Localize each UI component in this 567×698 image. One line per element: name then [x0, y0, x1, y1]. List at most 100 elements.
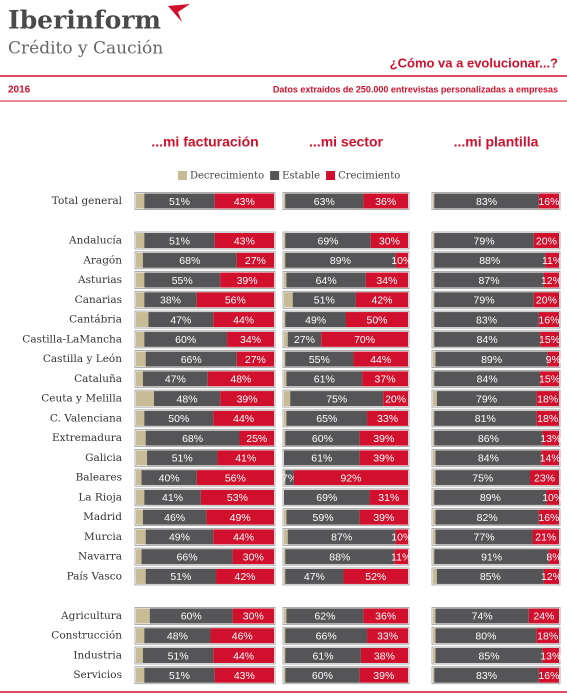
value-label: 16%: [538, 670, 559, 682]
bar-segment: [142, 509, 207, 525]
value-label: 61%: [311, 453, 332, 465]
bar-segment: [200, 489, 274, 505]
bar-segment: [136, 371, 143, 387]
bar-segment: [136, 509, 143, 525]
bar-segment: [434, 233, 534, 249]
row-frame: [431, 666, 561, 685]
value-label: 39%: [373, 512, 394, 524]
value-label: 36%: [375, 611, 396, 623]
value-label: 10%: [542, 492, 563, 504]
bar-segment: [285, 470, 294, 486]
bar-segment: [284, 410, 287, 426]
bar-segment: [285, 667, 360, 683]
bar-segment: [367, 628, 408, 644]
category-label: Construcción: [51, 630, 122, 642]
row-frame: [134, 271, 276, 289]
bar-segment: [285, 351, 354, 367]
category-label: Castilla-LaMancha: [22, 333, 122, 345]
bar-segment: [136, 272, 145, 288]
bar-segment: [435, 628, 537, 644]
row-frame: [431, 528, 561, 546]
bar-segment: [239, 430, 274, 446]
value-label: 51%: [314, 295, 335, 307]
bar-segment: [144, 628, 211, 644]
category-label: Baleares: [76, 472, 122, 484]
value-label: 69%: [318, 235, 339, 247]
category-label: Ceuta y Melilla: [41, 393, 122, 405]
value-label: 10%: [391, 255, 412, 267]
value-label: 30%: [379, 235, 400, 247]
bar-segment: [434, 667, 539, 683]
bar-segment: [436, 568, 544, 584]
value-label: 27%: [245, 354, 266, 366]
value-label: 15%: [539, 334, 560, 346]
bar-segment: [359, 450, 408, 466]
bar-segment: [284, 252, 286, 268]
value-label: 31%: [378, 492, 399, 504]
value-label: 18%: [537, 631, 558, 643]
bar-segment: [434, 312, 539, 328]
row-frame: [431, 231, 561, 250]
bar-segment: [136, 193, 145, 209]
bar-segment: [542, 647, 559, 663]
brand: Iberinform: [8, 6, 161, 35]
category-label: País Vasco: [67, 570, 122, 582]
value-label: 27%: [245, 255, 266, 267]
row-frame: [282, 646, 410, 665]
row-frame: [134, 666, 276, 685]
bar-segment: [136, 667, 145, 683]
value-label: 39%: [237, 275, 258, 287]
value-label: 52%: [365, 571, 386, 583]
question: ¿Cómo va a evolucionar...?: [390, 55, 558, 70]
bar-segment: [434, 371, 541, 387]
value-label: 27%: [294, 334, 315, 346]
bar-segment: [548, 549, 559, 565]
bar-segment: [144, 292, 197, 308]
panel-title: ...mi facturación: [151, 134, 258, 150]
bar-segment: [206, 509, 274, 525]
bar-segment: [213, 312, 274, 328]
bar-segment: [216, 568, 274, 584]
bar-segment: [285, 628, 368, 644]
bar-segment: [433, 233, 435, 249]
value-label: 50%: [366, 314, 387, 326]
bar-segment: [433, 252, 435, 268]
bar-segment: [144, 331, 228, 347]
bar-segment: [532, 529, 559, 545]
row-frame: [134, 448, 276, 467]
bar-segment: [136, 312, 149, 328]
value-label: 82%: [477, 512, 498, 524]
bar-segment: [435, 529, 533, 545]
legend-label: Decrecimiento: [190, 171, 264, 182]
bar-segment: [360, 647, 408, 663]
row-frame: [282, 429, 410, 448]
bar-segment: [433, 647, 436, 663]
value-label: 60%: [312, 433, 333, 445]
value-label: 51%: [169, 235, 190, 247]
category-label: Murcia: [84, 531, 122, 543]
value-label: 87%: [331, 532, 352, 544]
category-label: Canarias: [75, 294, 122, 306]
bar-segment: [217, 450, 274, 466]
row-frame: [282, 488, 410, 507]
row-frame: [282, 350, 410, 368]
row-frame: [134, 547, 276, 566]
bar-segment: [538, 509, 559, 525]
bar-segment: [136, 470, 142, 486]
value-label: 51%: [172, 453, 193, 465]
bar-segment: [284, 351, 286, 367]
bar-segment: [362, 371, 408, 387]
value-label: 30%: [243, 611, 264, 623]
row-frame: [134, 429, 276, 448]
bar-segment: [285, 312, 346, 328]
value-label: 86%: [478, 433, 499, 445]
row-frame: [282, 508, 410, 527]
bar-segment: [284, 647, 286, 663]
value-label: 34%: [240, 334, 261, 346]
value-label: 49%: [169, 532, 190, 544]
value-label: 38%: [160, 295, 181, 307]
value-label: 81%: [475, 413, 496, 425]
value-label: 43%: [234, 196, 255, 208]
row-frame: [282, 231, 410, 250]
bar-segment: [359, 509, 408, 525]
